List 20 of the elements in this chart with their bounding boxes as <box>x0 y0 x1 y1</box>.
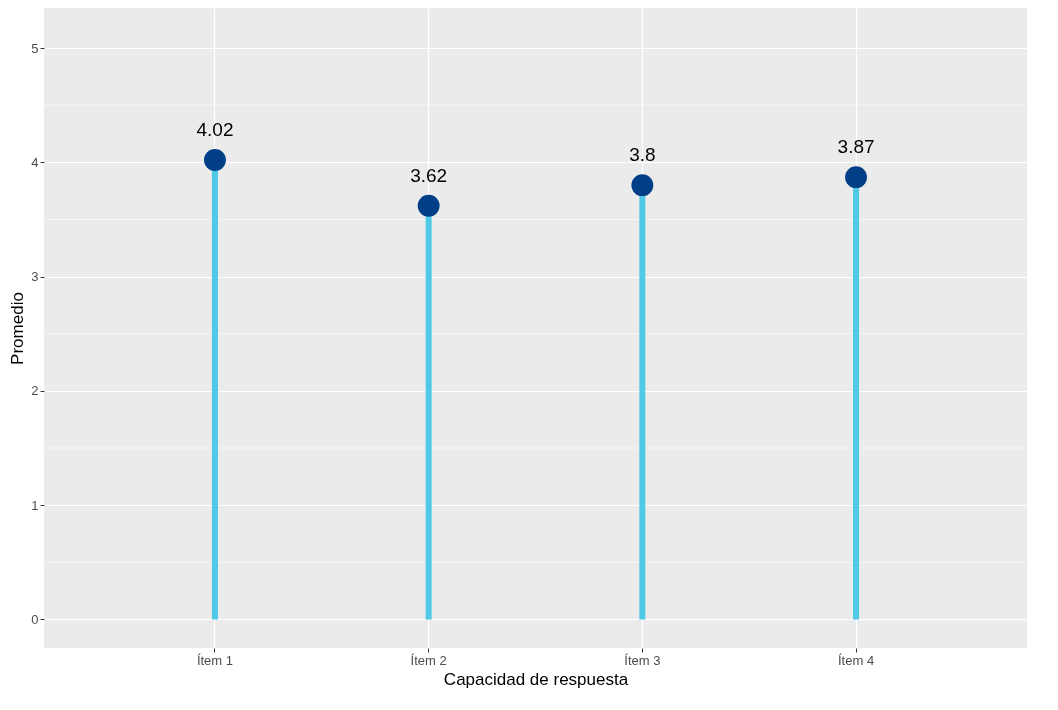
y-tick-label: 4 <box>31 154 39 170</box>
x-tick-label: Ítem 4 <box>837 652 875 668</box>
y-tick-label: 3 <box>31 269 39 285</box>
x-tick-label: Ítem 3 <box>624 652 661 668</box>
data-label: 3.87 <box>837 136 875 158</box>
y-tick-label: 1 <box>31 497 39 513</box>
point <box>631 174 654 197</box>
x-tick-label: Ítem 1 <box>196 652 234 668</box>
y-tick-label: 0 <box>31 611 39 627</box>
point <box>417 194 440 217</box>
y-tick-label: 5 <box>31 40 39 56</box>
data-label: 3.8 <box>629 144 656 166</box>
point <box>204 149 226 171</box>
y-axis-title: Promedio <box>8 292 28 365</box>
point <box>845 166 867 189</box>
x-tick-label: Ítem 2 <box>410 652 447 668</box>
data-label: 3.62 <box>410 164 448 186</box>
data-label: 4.02 <box>196 119 234 140</box>
y-tick-label: 2 <box>31 383 39 399</box>
x-axis-title: Capacidad de respuesta <box>443 669 629 689</box>
